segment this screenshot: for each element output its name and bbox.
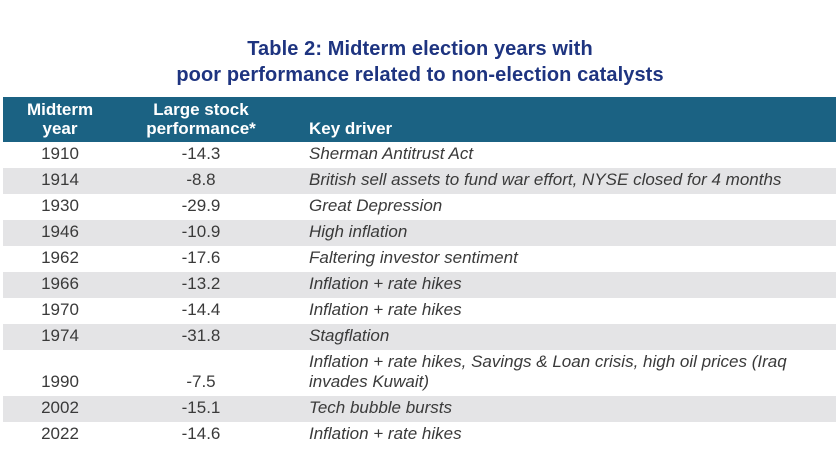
page: Table 2: Midterm election years with poo…	[0, 36, 840, 472]
cell-key-driver: Tech bubble bursts	[309, 398, 453, 417]
cell-year: 1910	[41, 144, 79, 163]
cell-key-driver: Inflation + rate hikes	[309, 424, 462, 443]
cell-key-driver: British sell assets to fund war effort, …	[309, 170, 782, 189]
cell-performance: -15.1	[181, 398, 221, 417]
table-row: 1910 -14.3 Sherman Antitrust Act	[3, 142, 836, 168]
cell-year: 2022	[41, 424, 79, 443]
cell-year: 1930	[41, 196, 79, 215]
cell-performance: -14.4	[181, 300, 221, 319]
header-row: Midterm year Large stock performance* Ke…	[3, 97, 836, 142]
table-row: 1974 -31.8 Stagflation	[3, 324, 836, 350]
table-row: 1990 -7.5 Inflation + rate hikes, Saving…	[3, 350, 836, 396]
cell-year: 1946	[41, 222, 79, 241]
cell-performance: -10.9	[181, 222, 221, 241]
cell-year: 1974	[41, 326, 79, 345]
cell-key-driver: Sherman Antitrust Act	[309, 144, 474, 163]
table-row: 1914 -8.8 British sell assets to fund wa…	[3, 168, 836, 194]
cell-year: 2002	[41, 398, 79, 417]
cell-key-driver: Stagflation	[309, 326, 390, 345]
table-row: 2002 -15.1 Tech bubble bursts	[3, 396, 836, 422]
cell-year: 1966	[41, 274, 79, 293]
table-header: Midterm year Large stock performance* Ke…	[3, 97, 836, 142]
table-title-line2: poor performance related to non-election…	[176, 64, 664, 86]
cell-performance: -14.6	[181, 424, 221, 443]
cell-key-driver: Inflation + rate hikes	[309, 274, 462, 293]
cell-performance: -17.6	[181, 248, 221, 267]
header-large-stock-performance: Large stock performance*	[117, 97, 285, 142]
table-row: 1962 -17.6 Faltering investor sentiment	[3, 246, 836, 272]
cell-key-driver: Inflation + rate hikes, Savings & Loan c…	[309, 352, 787, 391]
table-row: 1946 -10.9 High inflation	[3, 220, 836, 246]
cell-key-driver: High inflation	[309, 222, 408, 241]
table-row: 1930 -29.9 Great Depression	[3, 194, 836, 220]
cell-year: 1962	[41, 248, 79, 267]
midterm-years-table: Midterm year Large stock performance* Ke…	[3, 97, 836, 448]
table-body: 1910 -14.3 Sherman Antitrust Act 1914 -8…	[3, 142, 836, 448]
cell-key-driver: Great Depression	[309, 196, 443, 215]
cell-key-driver: Faltering investor sentiment	[309, 248, 518, 267]
cell-performance: -13.2	[181, 274, 221, 293]
cell-year: 1914	[41, 170, 79, 189]
cell-performance: -8.8	[186, 170, 216, 189]
cell-year: 1990	[41, 372, 79, 391]
table-title: Table 2: Midterm election years with poo…	[0, 36, 840, 88]
header-midterm-year: Midterm year	[3, 97, 117, 142]
table-row: 1970 -14.4 Inflation + rate hikes	[3, 298, 836, 324]
cell-performance: -29.9	[181, 196, 221, 215]
table-title-line1: Table 2: Midterm election years with	[247, 38, 593, 60]
header-key-driver: Key driver	[285, 97, 836, 142]
cell-performance: -14.3	[181, 144, 221, 163]
cell-performance: -7.5	[186, 372, 216, 391]
cell-key-driver: Inflation + rate hikes	[309, 300, 462, 319]
cell-year: 1970	[41, 300, 79, 319]
table-row: 2022 -14.6 Inflation + rate hikes	[3, 422, 836, 448]
table-row: 1966 -13.2 Inflation + rate hikes	[3, 272, 836, 298]
cell-performance: -31.8	[181, 326, 221, 345]
